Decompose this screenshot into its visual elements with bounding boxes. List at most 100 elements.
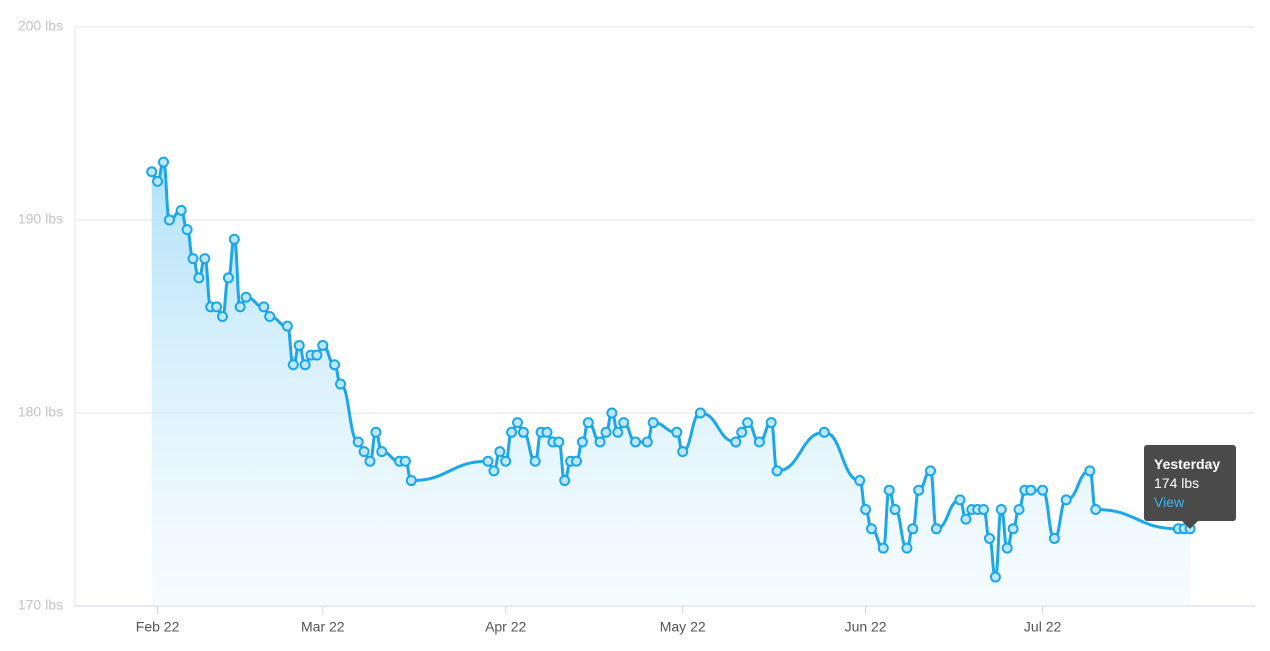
point: [913, 484, 925, 496]
point: [582, 417, 594, 429]
point: [358, 446, 370, 458]
point: [482, 455, 494, 467]
point: [571, 455, 582, 467]
point: [1090, 504, 1102, 515]
point: [771, 465, 783, 477]
point: [370, 426, 382, 438]
point: [901, 542, 913, 554]
point: [264, 311, 276, 322]
point: [529, 455, 541, 467]
point: [907, 523, 919, 535]
point: [193, 272, 205, 284]
point: [576, 436, 588, 448]
point: [1060, 494, 1072, 506]
point: [594, 436, 606, 448]
point: [960, 513, 972, 525]
point: [329, 359, 341, 371]
point: [494, 446, 506, 458]
point: [671, 426, 683, 438]
point: [158, 156, 169, 168]
point: [866, 523, 877, 535]
y-tick-label: 200 lbs: [18, 18, 63, 34]
point: [765, 417, 777, 429]
point: [641, 436, 653, 448]
point: [211, 301, 223, 313]
point: [512, 417, 523, 429]
tooltip-title: Yesterday: [1154, 456, 1221, 472]
point: [317, 339, 329, 351]
point: [293, 339, 305, 351]
tooltip-value: 174 lbs: [1154, 475, 1200, 491]
point: [517, 426, 529, 438]
point: [228, 233, 240, 245]
point: [240, 291, 252, 303]
point: [677, 446, 689, 458]
point: [984, 532, 995, 544]
point: [818, 426, 830, 438]
point: [877, 542, 889, 554]
x-tick-label: Apr 22: [485, 619, 526, 635]
point: [978, 504, 990, 515]
point: [553, 436, 565, 448]
point: [405, 475, 417, 487]
point: [146, 166, 158, 178]
point: [181, 224, 193, 236]
point: [1025, 484, 1037, 496]
point: [1001, 542, 1013, 554]
y-tick-label: 190 lbs: [18, 211, 63, 227]
point: [860, 504, 872, 515]
point: [753, 436, 765, 448]
x-tick-label: Feb 22: [136, 619, 180, 635]
point: [606, 407, 618, 419]
point: [399, 455, 411, 467]
point: [1048, 532, 1060, 544]
point: [694, 407, 706, 419]
point: [647, 417, 659, 429]
x-tick-label: Jul 22: [1024, 619, 1062, 635]
point: [281, 320, 293, 332]
y-tick-label: 180 lbs: [18, 404, 63, 420]
point: [376, 446, 388, 458]
point: [163, 214, 175, 226]
point: [506, 426, 518, 438]
point: [559, 475, 571, 487]
x-tick-label: May 22: [660, 619, 706, 635]
point: [630, 436, 641, 448]
point: [618, 417, 630, 429]
point: [352, 436, 364, 448]
point: [222, 272, 234, 284]
point: [175, 204, 187, 216]
point: [736, 426, 748, 438]
tooltip: Yesterday 174 lbs View: [1144, 445, 1236, 529]
point: [311, 349, 323, 361]
point: [854, 475, 866, 487]
point: [541, 426, 553, 438]
area: [151, 162, 1191, 606]
point: [500, 455, 512, 467]
point: [889, 504, 901, 515]
point: [364, 455, 376, 467]
point: [234, 301, 246, 313]
point: [217, 311, 228, 322]
point: [989, 571, 1001, 583]
point: [335, 378, 346, 390]
point: [995, 504, 1007, 515]
x-tick-label: Mar 22: [301, 619, 345, 635]
point: [258, 301, 270, 313]
point: [152, 175, 164, 187]
point: [1013, 504, 1025, 515]
y-tick-label: 170 lbs: [18, 597, 63, 613]
point: [199, 253, 211, 265]
point: [742, 417, 754, 429]
point: [299, 359, 311, 371]
point: [954, 494, 966, 506]
point: [600, 426, 612, 438]
x-tick-label: Jun 22: [845, 619, 887, 635]
point: [287, 359, 299, 371]
point: [1037, 484, 1049, 496]
point: [883, 484, 895, 496]
point: [488, 465, 500, 477]
tooltip-link[interactable]: View: [1154, 494, 1185, 510]
